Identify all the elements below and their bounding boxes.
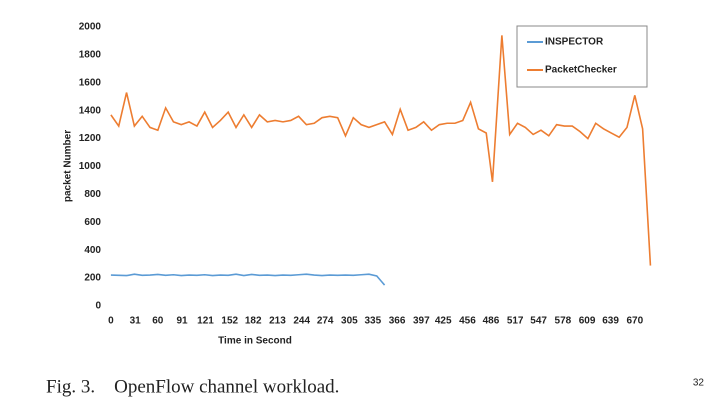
x-tick-label: 274 <box>317 316 334 327</box>
y-tick-label: 600 <box>84 217 101 228</box>
legend-box <box>516 25 648 88</box>
x-tick-label: 609 <box>579 316 596 327</box>
x-tick-label: 547 <box>530 316 547 327</box>
x-tick-label: 244 <box>293 316 310 327</box>
legend-label: PacketChecker <box>545 65 617 76</box>
x-tick-label: 213 <box>269 316 286 327</box>
x-tick-label: 91 <box>177 316 189 327</box>
x-tick-label: 639 <box>602 316 619 327</box>
x-tick-label: 182 <box>245 316 262 327</box>
y-tick-label: 1800 <box>79 50 102 61</box>
y-axis-label: packet Number <box>63 130 74 202</box>
y-tick-label: 1200 <box>79 133 102 144</box>
y-tick-label: 1400 <box>79 105 102 116</box>
x-tick-label: 425 <box>435 316 452 327</box>
x-tick-label: 31 <box>130 316 142 327</box>
x-tick-label: 0 <box>108 316 114 327</box>
caption: Fig. 3. OpenFlow channel workload. <box>46 376 339 397</box>
data-line <box>110 273 386 286</box>
y-tick-label: 800 <box>84 189 101 200</box>
y-tick-label: 1000 <box>79 161 102 172</box>
x-tick-label: 121 <box>197 316 214 327</box>
x-tick-label: 670 <box>626 316 643 327</box>
y-tick-label: 0 <box>95 301 101 312</box>
data-line <box>110 35 652 266</box>
x-tick-label: 397 <box>413 316 430 327</box>
x-tick-label: 335 <box>365 316 382 327</box>
x-tick-label: 60 <box>152 316 164 327</box>
x-tick-label: 456 <box>459 316 476 327</box>
x-tick-label: 152 <box>221 316 238 327</box>
y-tick-label: 1600 <box>79 77 102 88</box>
x-tick-label: 517 <box>507 316 524 327</box>
x-tick-label: 366 <box>389 316 406 327</box>
legend-label: INSPECTOR <box>545 37 604 48</box>
x-tick-label: 486 <box>483 316 500 327</box>
x-tick-label: 305 <box>341 316 358 327</box>
x-tick-label: 578 <box>555 316 572 327</box>
y-tick-label: 400 <box>84 245 101 256</box>
x-axis-label: Time in Second <box>218 336 292 347</box>
y-tick-label: 200 <box>84 273 101 284</box>
page-number: 32 <box>693 378 705 389</box>
y-tick-label: 2000 <box>79 22 102 33</box>
